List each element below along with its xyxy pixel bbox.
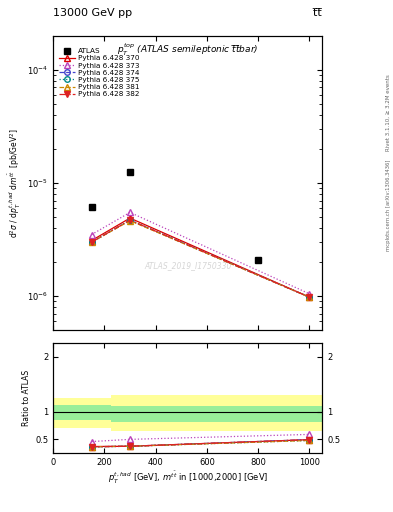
- Y-axis label: Ratio to ATLAS: Ratio to ATLAS: [22, 370, 31, 426]
- Text: 13000 GeV pp: 13000 GeV pp: [53, 8, 132, 18]
- X-axis label: $p_T^{t,had}$ [GeV], $m^{t\bar{t}}$ in [1000,2000] [GeV]: $p_T^{t,had}$ [GeV], $m^{t\bar{t}}$ in […: [108, 470, 268, 486]
- Text: t̅t̅: t̅t̅: [314, 8, 322, 18]
- Legend: ATLAS, Pythia 6.428 370, Pythia 6.428 373, Pythia 6.428 374, Pythia 6.428 375, P: ATLAS, Pythia 6.428 370, Pythia 6.428 37…: [59, 48, 140, 97]
- Text: ATLAS_2019_I1750330: ATLAS_2019_I1750330: [144, 261, 231, 270]
- Text: Rivet 3.1.10, ≥ 3.2M events: Rivet 3.1.10, ≥ 3.2M events: [386, 74, 391, 151]
- Y-axis label: d$^2\sigma$ / d$p_T^{t,had}$ d$m^{t\bar{t}}$  [pb/GeV$^2$]: d$^2\sigma$ / d$p_T^{t,had}$ d$m^{t\bar{…: [7, 129, 23, 238]
- Text: mcplots.cern.ch [arXiv:1306.3436]: mcplots.cern.ch [arXiv:1306.3436]: [386, 159, 391, 250]
- Text: $p_T^{top}$ (ATLAS semileptonic t̅t̅bar): $p_T^{top}$ (ATLAS semileptonic t̅t̅bar): [117, 41, 258, 58]
